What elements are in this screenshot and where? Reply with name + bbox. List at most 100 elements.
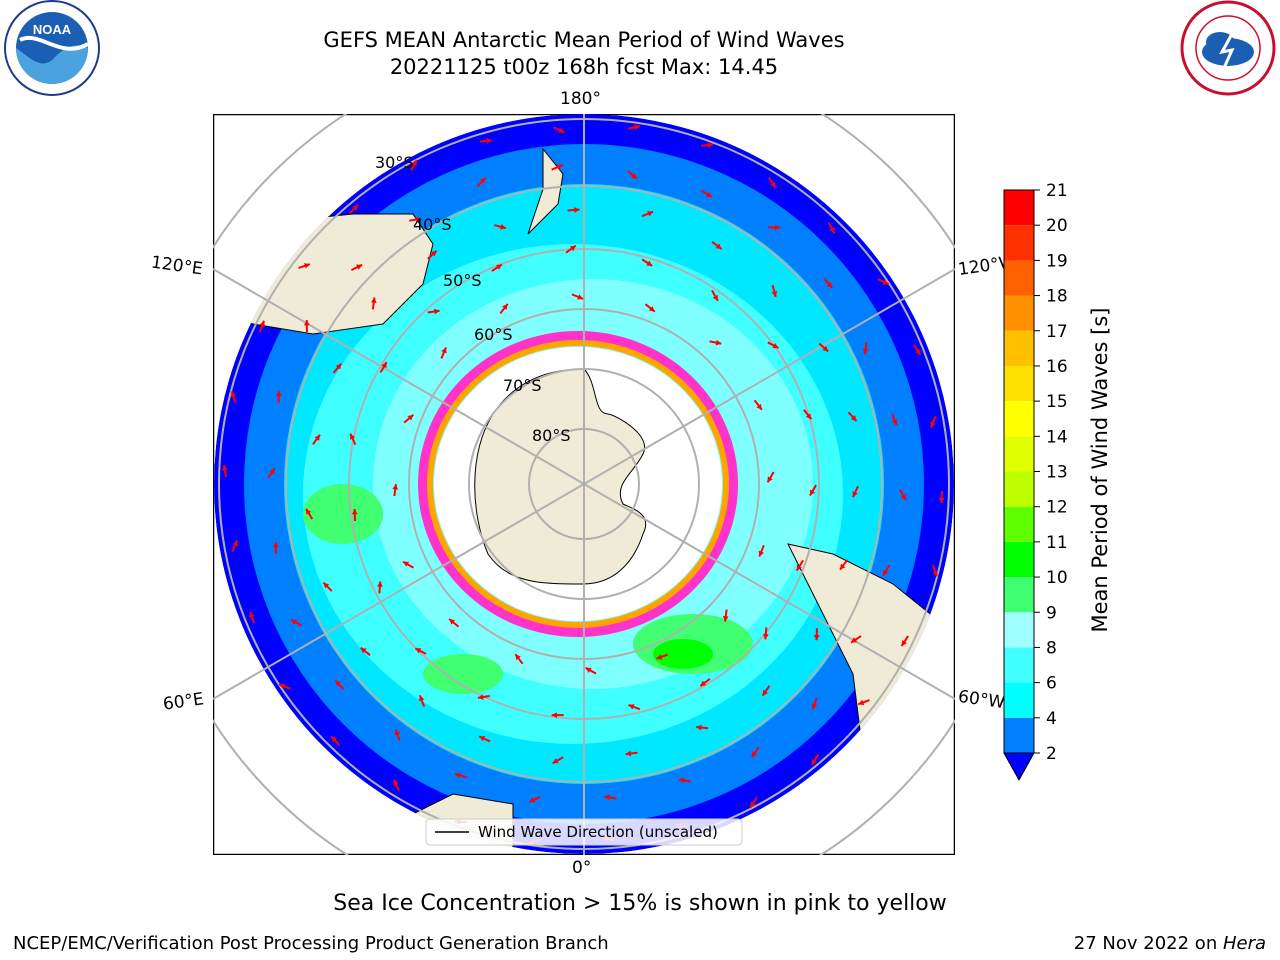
wind-arrow-head — [707, 142, 714, 148]
wind-arrow-head — [314, 434, 320, 441]
wind-arrow-head — [349, 433, 356, 440]
lat-label-60s: 60°S — [474, 325, 513, 344]
wind-arrow-head — [882, 279, 889, 285]
colorbar-block — [1004, 225, 1034, 261]
wind-arrow-head — [756, 403, 762, 410]
wind-arrow-head — [430, 250, 437, 257]
wind-arrow-head — [811, 758, 818, 765]
colorbar-block — [1004, 506, 1034, 542]
wind-arrow-head — [851, 637, 858, 643]
wind-arrow-head — [272, 541, 279, 548]
wind-arrow-head — [230, 391, 237, 398]
colorbar-block — [1004, 190, 1034, 226]
wind-arrow-head — [678, 777, 685, 784]
wind-arrow-head — [840, 563, 846, 570]
wind-arrow-head — [811, 703, 818, 710]
wind-arrow-head — [631, 173, 638, 179]
colorbar-tick-label: 20 — [1046, 216, 1068, 236]
wind-arrow-head — [771, 291, 778, 297]
wind-arrow-head — [419, 695, 425, 702]
wind-arrow-head — [407, 414, 414, 421]
ice-note: Sea Ice Concentration > 15% is shown in … — [333, 891, 947, 916]
colorbar-tick-label: 21 — [1046, 181, 1068, 201]
date-text: 27 Nov 2022 on Hera — [1074, 933, 1266, 954]
wind-arrow-head — [930, 421, 936, 428]
wind-arrow-head — [392, 484, 399, 490]
colorbar-block — [1004, 365, 1034, 402]
wind-arrow-head — [938, 497, 945, 503]
wind-arrow-head — [822, 345, 829, 352]
lat-label-70s: 70°S — [503, 376, 542, 395]
colorbar-tick-label: 16 — [1046, 357, 1068, 377]
colorbar-tick-label: 4 — [1046, 709, 1057, 729]
wind-arrow-head — [656, 654, 663, 660]
wind-arrow-head — [477, 694, 484, 700]
wind-arrow-head — [715, 339, 722, 346]
credit-text: NCEP/EMC/Verification Post Processing Pr… — [13, 933, 609, 954]
wind-arrow-head — [502, 303, 508, 310]
colorbar-label: Mean Period of Wind Waves [s] — [1088, 308, 1112, 633]
lon-label-180: 180° — [560, 89, 601, 109]
wind-arrow-head — [377, 581, 383, 587]
colorbar-block — [1004, 541, 1034, 578]
colorbar-block — [1004, 682, 1034, 718]
wind-arrow-head — [767, 476, 773, 483]
wind-arrow-head — [900, 494, 907, 501]
wind-arrow-head — [403, 561, 410, 567]
lat-label-50s: 50°S — [443, 271, 482, 290]
polar-map: 30°S 40°S 50°S 60°S 70°S 80°S Wind Wave … — [213, 114, 955, 855]
wind-arrow-head — [796, 564, 802, 571]
wind-arrow-head — [335, 680, 342, 687]
wind-arrow-head — [829, 227, 835, 234]
wind-arrow-head — [722, 615, 729, 622]
colorbar-tick-label: 12 — [1046, 498, 1068, 518]
wind-arrow-head — [628, 704, 635, 710]
lon-label-0: 0° — [572, 858, 592, 878]
colorbar-tick-label: 2 — [1046, 744, 1057, 764]
wind-arrow-head — [604, 794, 611, 801]
wind-arrow-head — [393, 779, 399, 786]
lat-label-40s: 40°S — [413, 215, 452, 234]
lat-label-30s: 30°S — [375, 153, 414, 172]
wind-arrow-head — [331, 736, 338, 743]
wind-arrow-head — [891, 419, 898, 426]
wind-arrow-head — [883, 569, 889, 576]
wind-arrow-head — [770, 181, 776, 188]
wind-arrow-head — [715, 243, 722, 250]
wind-arrow-head — [249, 611, 255, 618]
wind-arrow-head — [805, 413, 812, 420]
wind-arrow-head — [394, 729, 401, 736]
wind-arrow-head — [529, 797, 536, 803]
wind-arrow-head — [291, 619, 298, 625]
wind-arrow-head — [455, 772, 461, 779]
colorbar-tick-label: 11 — [1046, 533, 1068, 553]
colorbar-extend-arrow — [1003, 752, 1035, 782]
wind-arrow-head — [574, 207, 580, 213]
wind-arrow-head — [356, 264, 363, 270]
wind-arrow-head — [269, 468, 275, 475]
colorbar-tick-label: 15 — [1046, 392, 1068, 412]
wind-arrow-head — [809, 489, 816, 496]
wind-arrow-head — [915, 348, 921, 355]
wind-arrow-head — [306, 508, 312, 515]
wind-arrow-head — [758, 550, 764, 557]
wind-arrow-head — [279, 683, 286, 690]
noaa-logo: NOAA — [4, 0, 100, 96]
wind-arrow-head — [495, 264, 502, 270]
wind-arrow-head — [932, 570, 938, 577]
colorbar-block — [1004, 401, 1034, 437]
wind-arrow-head — [813, 634, 820, 641]
wind-arrow-head — [323, 582, 330, 589]
wind-arrow-head — [762, 633, 769, 640]
wind-arrow-head — [303, 320, 310, 326]
colorbar-block — [1004, 260, 1034, 296]
colorbar-block — [1004, 330, 1034, 366]
wind-arrow-head — [705, 191, 712, 197]
colorbar-tick-label: 18 — [1046, 287, 1068, 307]
wind-arrow-head — [479, 736, 486, 742]
wind-arrow-head — [441, 347, 447, 354]
wind-arrow-head — [479, 177, 486, 184]
wind-arrow-head — [585, 667, 592, 673]
wind-arrow-head — [858, 699, 865, 706]
colorbar-tick-label: 13 — [1046, 463, 1068, 483]
